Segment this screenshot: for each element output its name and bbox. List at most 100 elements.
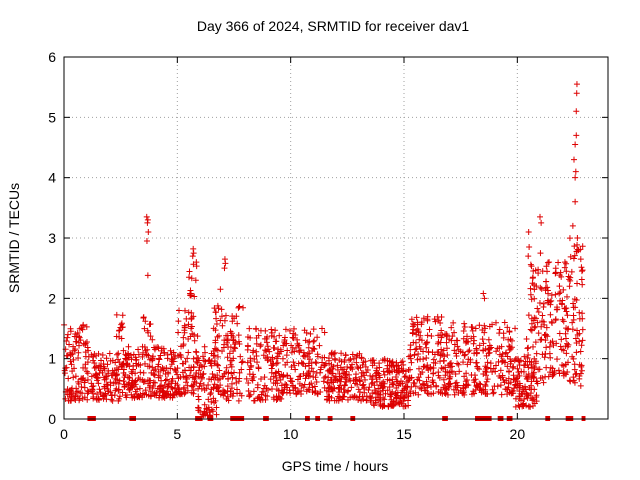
data-point — [118, 335, 125, 342]
data-point — [185, 321, 192, 328]
data-point — [534, 319, 541, 326]
data-point — [528, 263, 535, 270]
data-point — [342, 352, 349, 359]
data-point — [160, 367, 167, 374]
data-point — [452, 370, 459, 377]
data-point — [144, 327, 151, 334]
data-point — [269, 362, 276, 369]
data-point — [305, 369, 312, 376]
data-point — [64, 331, 71, 338]
data-point — [409, 329, 416, 336]
data-point — [380, 383, 387, 390]
data-point — [438, 346, 445, 353]
data-point — [497, 367, 504, 374]
data-point — [254, 395, 261, 402]
x-tick-label: 5 — [173, 426, 181, 442]
data-point — [562, 330, 569, 337]
data-point — [579, 243, 586, 250]
data-point — [298, 387, 305, 394]
data-point — [470, 390, 477, 397]
data-point — [577, 382, 584, 389]
data-point — [441, 357, 448, 364]
data-point — [201, 343, 208, 350]
data-point — [94, 377, 101, 384]
data-point — [99, 393, 106, 400]
data-point — [388, 390, 395, 397]
data-point — [510, 363, 517, 370]
data-point — [175, 352, 182, 359]
data-point — [236, 303, 243, 310]
data-point — [236, 340, 243, 347]
data-point — [190, 381, 197, 388]
data-point — [229, 393, 236, 400]
data-point — [558, 300, 565, 307]
data-point — [414, 356, 421, 363]
data-point — [562, 305, 569, 312]
data-point — [444, 352, 451, 359]
data-point — [68, 390, 75, 397]
data-point — [215, 332, 222, 339]
data-point — [233, 379, 240, 386]
data-point — [480, 388, 487, 395]
data-point — [134, 394, 141, 401]
data-point — [262, 347, 269, 354]
data-point — [99, 351, 106, 358]
data-point — [353, 376, 360, 383]
data-point — [308, 365, 315, 372]
data-point — [131, 382, 138, 389]
data-point — [271, 333, 278, 340]
data-point — [151, 372, 158, 379]
data-point — [538, 219, 545, 226]
data-point — [67, 349, 74, 356]
data-point — [362, 363, 369, 370]
data-point — [528, 296, 535, 303]
data-point — [431, 351, 438, 358]
data-point — [188, 275, 195, 282]
data-point — [213, 315, 220, 322]
data-point — [181, 329, 188, 336]
data-point — [563, 350, 570, 357]
data-point — [442, 368, 449, 375]
data-point — [143, 238, 150, 245]
data-point — [115, 397, 122, 404]
data-point — [379, 384, 386, 391]
data-point — [167, 365, 174, 372]
data-point — [433, 382, 440, 389]
data-point — [63, 364, 70, 371]
data-point — [379, 357, 386, 364]
data-point — [460, 359, 467, 366]
data-point — [507, 356, 514, 363]
data-point — [462, 339, 469, 346]
data-point — [126, 363, 133, 370]
data-point — [214, 361, 221, 368]
data-point — [227, 361, 234, 368]
data-point — [440, 376, 447, 383]
data-point — [89, 383, 96, 390]
data-point — [303, 329, 310, 336]
data-point — [521, 353, 528, 360]
data-point — [416, 343, 423, 350]
data-point — [273, 377, 280, 384]
data-point — [306, 386, 313, 393]
data-point — [483, 369, 490, 376]
data-point — [355, 365, 362, 372]
data-point — [72, 373, 79, 380]
data-point — [321, 354, 328, 361]
data-point — [62, 395, 69, 402]
data-point — [529, 274, 536, 281]
data-point — [498, 391, 505, 398]
data-point — [270, 344, 277, 351]
data-point — [207, 391, 214, 398]
data-point — [574, 235, 581, 241]
data-point — [126, 375, 133, 382]
data-point — [442, 385, 449, 392]
data-point — [313, 379, 320, 386]
data-point — [449, 333, 456, 340]
data-point — [480, 347, 487, 354]
data-point — [572, 304, 579, 311]
data-point — [214, 353, 221, 360]
data-point — [558, 336, 565, 343]
data-point — [369, 373, 376, 380]
data-point — [405, 402, 412, 409]
data-point — [413, 331, 420, 338]
